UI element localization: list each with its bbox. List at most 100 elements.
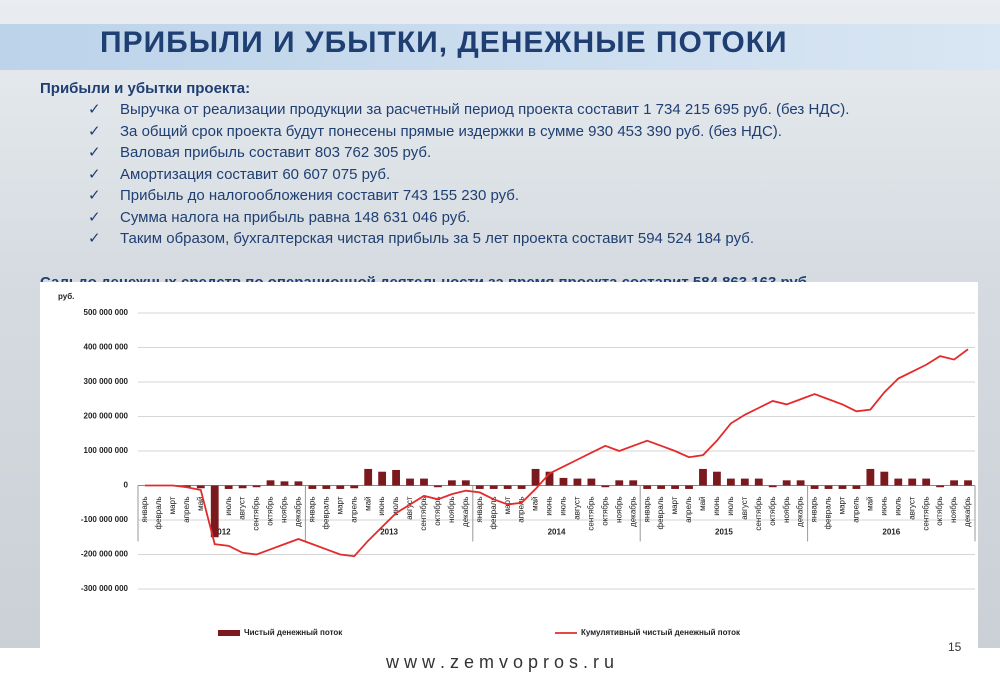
heading: Прибыли и убытки проекта: — [40, 80, 251, 97]
page-number: 15 — [948, 640, 962, 654]
x-tick-label: июль — [224, 497, 233, 516]
bar — [838, 485, 847, 489]
bullet: ✓ Прибыль до налогообложения составит 743… — [88, 185, 849, 207]
bar — [378, 471, 387, 486]
check-icon: ✓ — [88, 165, 101, 183]
bar — [601, 485, 610, 488]
x-tick-label: апрель — [684, 497, 693, 523]
bar — [503, 485, 512, 489]
x-tick-label: январь — [307, 497, 316, 523]
bar — [210, 485, 219, 538]
x-tick-label: февраль — [489, 496, 498, 529]
bar — [685, 485, 693, 489]
year-label: 2014 — [548, 528, 566, 537]
bullet-text: Выручка от реализации продукции за расче… — [120, 101, 850, 118]
y-tick-label: 200 000 000 — [84, 412, 129, 421]
bar — [671, 485, 679, 489]
x-tick-label: август — [573, 496, 582, 520]
bar — [908, 478, 917, 486]
x-tick-label: февраль — [656, 497, 665, 530]
x-tick-label: ноябрь — [782, 497, 791, 523]
x-tick-label: февраль — [321, 497, 330, 530]
bullet: ✓ Амортизация составит 60 607 075 руб. — [88, 164, 849, 186]
x-tick-label: декабрь — [796, 497, 805, 527]
bar — [643, 485, 652, 489]
bar — [266, 480, 275, 486]
bar — [810, 485, 819, 489]
bar — [950, 480, 958, 486]
bar — [434, 485, 442, 488]
x-tick-label: декабрь — [294, 497, 303, 527]
x-tick-label: май — [865, 497, 874, 511]
x-tick-label: сентябрь — [419, 497, 428, 531]
year-label: 2016 — [882, 528, 900, 537]
bar — [475, 485, 484, 489]
y-tick-label: 100 000 000 — [84, 446, 129, 455]
bar — [754, 478, 763, 486]
check-icon: ✓ — [88, 230, 101, 247]
x-tick-label: сентябрь — [754, 497, 763, 531]
x-tick-label: март — [335, 496, 344, 514]
check-icon: ✓ — [88, 101, 101, 118]
bar — [740, 478, 749, 486]
bar — [964, 480, 972, 486]
bar — [406, 478, 414, 486]
bar — [350, 485, 359, 489]
x-tick-label: февраль — [824, 497, 833, 530]
bar — [224, 485, 233, 489]
x-tick-label: сентябрь — [252, 497, 261, 531]
bullet: ✓ За общий срок проекта будут понесены пр… — [88, 121, 849, 143]
x-tick-label: ноябрь — [280, 497, 289, 523]
check-icon: ✓ — [88, 208, 101, 226]
bullet: ✓ Валовая прибыль составит 803 762 305 ру… — [88, 142, 849, 164]
x-tick-label: март — [838, 496, 847, 514]
bar — [447, 480, 456, 486]
x-tick-label: декабрь — [963, 497, 972, 527]
year-label: 2015 — [715, 528, 733, 537]
x-tick-label: октябрь — [600, 497, 609, 526]
bar — [280, 481, 289, 486]
bar — [824, 485, 833, 489]
x-tick-label: июль — [391, 497, 400, 516]
check-icon: ✓ — [88, 144, 101, 161]
x-tick-label: декабрь — [628, 497, 637, 527]
bar — [699, 468, 707, 486]
x-tick-label: май — [698, 497, 707, 511]
bullet-text: Валовая прибыль составит 803 762 305 руб… — [120, 144, 432, 161]
bar — [713, 471, 721, 486]
bar — [420, 478, 428, 486]
bullet-text: Прибыль до налогообложения составит 743 … — [120, 187, 520, 204]
legend-label: Чистый денежный поток — [244, 628, 343, 637]
x-tick-label: май — [363, 497, 372, 511]
x-tick-label: январь — [642, 497, 651, 523]
bullet-text: Сумма налога на прибыль равна 148 631 04… — [120, 208, 471, 226]
x-tick-label: март — [670, 496, 679, 514]
bar — [308, 485, 317, 489]
bar — [782, 480, 791, 486]
bullet-text: Амортизация составит 60 607 075 руб. — [120, 165, 391, 183]
y-tick-label: -200 000 000 — [81, 550, 129, 559]
x-tick-label: август — [405, 496, 414, 520]
y-tick-label: -100 000 000 — [81, 515, 129, 524]
x-tick-label: сентябрь — [921, 497, 930, 531]
x-tick-label: февраль — [154, 497, 163, 530]
legend-swatch — [218, 630, 240, 636]
check-icon: ✓ — [88, 122, 101, 140]
bar — [657, 485, 666, 489]
bar — [880, 471, 889, 486]
x-tick-label: январь — [475, 497, 484, 523]
y-tick-label: 400 000 000 — [84, 343, 129, 352]
x-tick-label: июль — [726, 497, 735, 516]
bar — [852, 485, 861, 489]
bar — [587, 478, 596, 486]
bar — [545, 471, 554, 486]
bar — [615, 480, 624, 486]
bar — [531, 468, 540, 486]
bar — [489, 485, 498, 489]
x-tick-label: октябрь — [768, 497, 777, 526]
bullet: ✓ Таким образом, бухгалтерская чистая при… — [88, 228, 849, 250]
footer — [0, 648, 1000, 692]
x-tick-label: август — [740, 496, 749, 520]
